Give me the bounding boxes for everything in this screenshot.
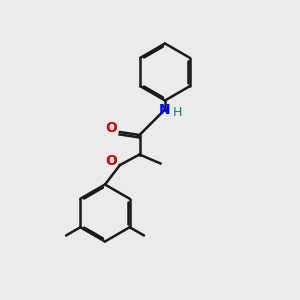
Text: N: N: [159, 103, 171, 116]
Text: H: H: [172, 106, 182, 119]
Text: O: O: [106, 154, 118, 168]
Text: O: O: [105, 122, 117, 135]
